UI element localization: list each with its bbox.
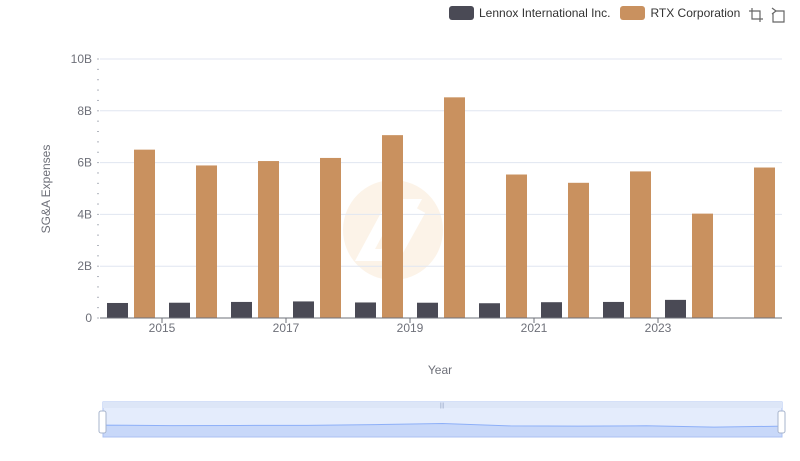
x-tick-label: 2023 <box>645 321 672 335</box>
bar-lennox-2017[interactable] <box>293 301 314 318</box>
bar-lennox-2021[interactable] <box>541 302 562 318</box>
bar-lennox-2022[interactable] <box>603 301 624 318</box>
bar-rtx-2020[interactable] <box>506 174 527 318</box>
bar-rtx-2015[interactable] <box>196 165 217 318</box>
data-zoom-move-handle[interactable] <box>103 402 782 408</box>
zoom-icon[interactable] <box>747 6 765 24</box>
legend-item-lennox[interactable]: Lennox International Inc. <box>449 6 610 20</box>
y-tick-label: 10B <box>71 52 92 66</box>
legend-swatch-rtx <box>620 6 646 20</box>
bar-lennox-2016[interactable] <box>231 301 252 318</box>
y-tick-label: 4B <box>77 207 92 221</box>
legend-swatch-lennox <box>449 6 474 20</box>
x-tick-label: 2015 <box>149 321 176 335</box>
zoom-reset-icon[interactable] <box>769 6 787 24</box>
legend: Lennox International Inc. RTX Corporatio… <box>449 4 750 22</box>
y-tick-label: 6B <box>77 156 92 170</box>
bar-rtx-2022[interactable] <box>630 171 651 318</box>
bar-rtx-2016[interactable] <box>258 161 279 318</box>
bar-lennox-2023[interactable] <box>665 299 686 318</box>
bar-rtx-2021[interactable] <box>568 182 589 318</box>
data-zoom-preview <box>102 422 783 438</box>
legend-item-rtx[interactable]: RTX Corporation <box>620 6 740 20</box>
bar-lennox-2014[interactable] <box>107 302 128 318</box>
x-tick-label: 2021 <box>521 321 548 335</box>
y-axis-title: SG&A Expenses <box>39 145 53 234</box>
bar-rtx-2014[interactable] <box>134 149 155 318</box>
bar-lennox-2018[interactable] <box>355 302 376 318</box>
bars <box>107 97 775 318</box>
bar-rtx-2023[interactable] <box>692 213 713 318</box>
y-tick-label: 0 <box>85 311 92 325</box>
x-tick-label: 2017 <box>273 321 300 335</box>
y-tick-label: 8B <box>77 104 92 118</box>
bar-lennox-2015[interactable] <box>169 302 190 318</box>
toolbox <box>747 6 791 24</box>
x-axis-tick-labels: 2015 2017 2019 2021 2023 <box>149 318 672 335</box>
y-axis-tick-labels: 0 2B 4B 6B 8B 10B <box>71 52 93 325</box>
bar-lennox-2020[interactable] <box>479 303 500 318</box>
data-zoom-slider[interactable]: ||| <box>98 401 786 438</box>
legend-label-lennox: Lennox International Inc. <box>479 6 611 20</box>
data-zoom-left-handle[interactable] <box>98 410 107 434</box>
bar-rtx-2019[interactable] <box>444 97 465 318</box>
bar-rtx-2017[interactable] <box>320 157 341 318</box>
data-zoom-right-handle[interactable] <box>777 410 786 434</box>
data-zoom-grip-icon: ||| <box>440 403 445 409</box>
y-tick-label: 2B <box>77 259 92 273</box>
x-tick-label: 2019 <box>397 321 424 335</box>
bar-lennox-2019[interactable] <box>417 302 438 318</box>
legend-label-rtx: RTX Corporation <box>650 6 741 20</box>
bar-rtx-2018[interactable] <box>382 135 403 318</box>
bar-rtx-2024[interactable] <box>754 167 775 318</box>
x-axis-title: Year <box>428 363 452 377</box>
